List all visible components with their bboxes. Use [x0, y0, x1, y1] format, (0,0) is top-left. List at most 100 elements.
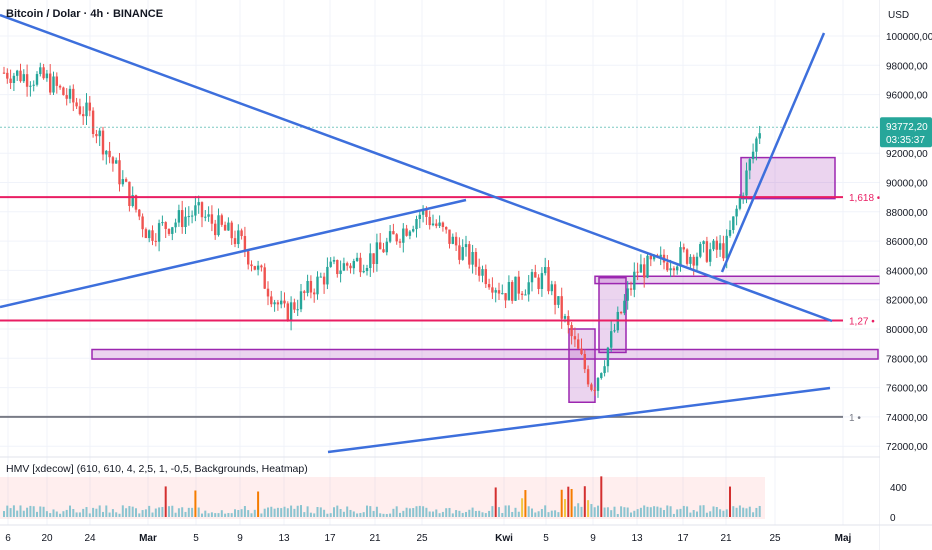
- volume-bar: [418, 505, 421, 517]
- volume-bar: [639, 507, 642, 517]
- candle-body: [243, 236, 247, 252]
- candle-body: [256, 265, 260, 270]
- volume-bar: [98, 505, 101, 517]
- volume-bar: [319, 507, 322, 517]
- candle-body: [712, 240, 715, 250]
- price-tick-label: 98000,00: [886, 61, 928, 72]
- volume-bar: [181, 507, 184, 517]
- volume-bar: [504, 505, 507, 517]
- demand-box-mid: [598, 276, 627, 354]
- candle-body: [101, 130, 105, 155]
- candle-body: [187, 216, 190, 218]
- volume-bar: [49, 513, 52, 517]
- volume-bar: [45, 511, 48, 517]
- currency-label[interactable]: USD: [888, 10, 910, 21]
- volume-bar: [527, 506, 530, 517]
- volume-bar: [408, 508, 411, 517]
- volume-bar: [705, 512, 708, 517]
- volume-bar: [712, 506, 715, 517]
- time-tick-label: 9: [590, 533, 596, 544]
- candle-body: [395, 234, 398, 242]
- volume-bar: [247, 510, 250, 517]
- candle-body: [105, 150, 108, 155]
- candle-body: [547, 267, 550, 292]
- volume-bar: [570, 488, 573, 517]
- candle-body: [306, 280, 309, 293]
- candle-body: [75, 102, 78, 107]
- volume-bar: [177, 508, 180, 517]
- candle-body: [293, 302, 296, 310]
- volume-bar: [194, 490, 197, 517]
- volume-bar: [296, 505, 299, 517]
- candle-body: [652, 255, 656, 260]
- volume-bar: [461, 512, 464, 517]
- volume-bar: [752, 512, 755, 517]
- candle-body: [445, 226, 448, 230]
- volume-bar: [237, 510, 240, 517]
- candle-body: [174, 222, 177, 228]
- volume-bar: [514, 507, 517, 517]
- volume-bar: [696, 511, 698, 517]
- volume-bar: [9, 508, 12, 517]
- volume-bar: [392, 508, 395, 517]
- candle-body: [560, 296, 563, 319]
- candle-body: [695, 256, 699, 266]
- volume-bar: [346, 506, 349, 517]
- volume-bar: [557, 512, 560, 517]
- candle-body: [428, 216, 431, 226]
- candle-body: [276, 302, 280, 305]
- candle-body: [699, 244, 702, 257]
- candle-body: [481, 269, 484, 276]
- volume-bar: [55, 511, 58, 517]
- candle-body: [286, 303, 289, 321]
- candle-body: [702, 241, 705, 245]
- volume-bar: [471, 507, 474, 517]
- candle-body: [359, 257, 362, 273]
- volume-bar: [171, 505, 174, 517]
- candle-body: [45, 73, 49, 79]
- volume-bar: [488, 510, 491, 517]
- candle-body: [375, 242, 379, 265]
- volume-bar: [745, 508, 748, 517]
- countdown-label: 03:35:37: [886, 135, 925, 146]
- candle-body: [435, 223, 438, 226]
- volume-bar: [501, 513, 504, 517]
- candle-body: [227, 222, 230, 231]
- candle-body: [669, 268, 672, 271]
- candle-body: [296, 309, 299, 311]
- candle-body: [534, 272, 537, 278]
- volume-bar: [260, 513, 263, 517]
- volume-bar: [65, 509, 68, 517]
- candle-body: [197, 202, 200, 206]
- volume-bar: [240, 509, 243, 517]
- support-zone: [91, 348, 879, 360]
- candle-body: [382, 249, 385, 253]
- volume-bar: [197, 507, 200, 517]
- volume-bar: [26, 507, 29, 517]
- volume-bar: [491, 506, 494, 517]
- candle-body: [596, 378, 600, 391]
- volume-bar: [359, 512, 362, 517]
- volume-bar: [511, 511, 514, 517]
- volume-bar: [531, 508, 533, 517]
- volume-bar: [507, 505, 510, 517]
- candle-body: [530, 272, 534, 283]
- volume-bar: [633, 510, 636, 517]
- candle-body: [398, 241, 402, 243]
- price-tick-label: 96000,00: [886, 91, 928, 102]
- volume-bar: [577, 503, 580, 517]
- volume-bar: [85, 507, 88, 517]
- candle-body: [124, 179, 128, 182]
- volume-bar: [227, 513, 230, 517]
- candle-body: [511, 282, 514, 301]
- volume-bar: [356, 513, 359, 517]
- volume-bar: [663, 510, 665, 517]
- time-tick-label: 21: [369, 533, 381, 544]
- candle-body: [646, 255, 649, 278]
- candle-body: [181, 210, 184, 228]
- volume-bar: [402, 510, 405, 517]
- price-tick-label: 72000,00: [886, 442, 928, 453]
- volume-bar: [349, 509, 352, 517]
- fib-label: 1,618 •: [849, 193, 881, 204]
